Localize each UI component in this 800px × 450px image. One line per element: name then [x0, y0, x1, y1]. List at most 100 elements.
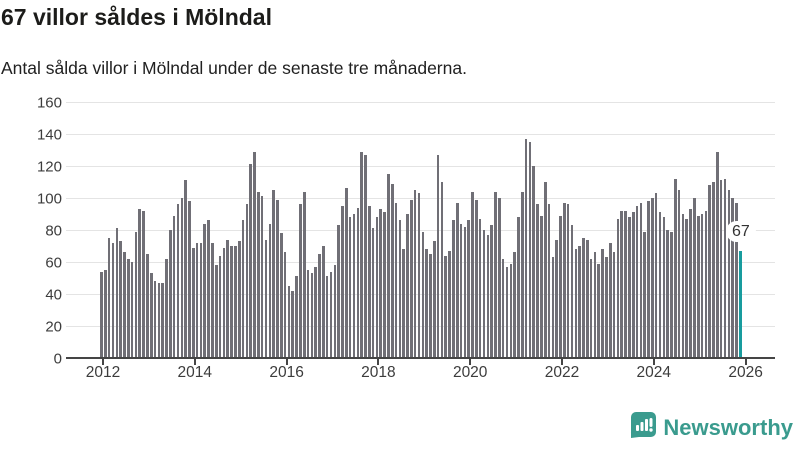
bar: [295, 276, 298, 358]
bar: [597, 263, 601, 358]
bar: [268, 223, 272, 358]
bar: [501, 258, 505, 358]
bar: [310, 273, 314, 358]
bar: [631, 212, 635, 358]
bar: [169, 230, 172, 358]
bar: [421, 231, 425, 358]
bar: [547, 204, 551, 358]
bar: [455, 202, 459, 358]
bar: [459, 223, 463, 358]
bar: [126, 258, 130, 358]
x-tick-label-2014: 2014: [177, 364, 213, 381]
bar: [589, 258, 593, 358]
bar: [279, 233, 283, 358]
bar: [383, 212, 386, 358]
bar: [436, 154, 440, 358]
bar: [115, 228, 119, 358]
bar: [325, 276, 329, 358]
bar: [735, 202, 738, 358]
bar: [685, 218, 689, 358]
bar: [299, 204, 302, 358]
bar: [195, 242, 199, 358]
bar: [211, 242, 214, 358]
x-tick: [193, 359, 196, 365]
bar: [345, 188, 348, 358]
bar: [283, 252, 287, 358]
chart-subtitle: Antal sålda villor i Mölndal under de se…: [1, 58, 467, 78]
bar: [620, 210, 624, 358]
bar: [494, 191, 497, 358]
y-tick-label: 80: [45, 222, 62, 239]
x-tick: [469, 359, 472, 365]
bar: [719, 180, 723, 358]
bar: [390, 183, 394, 358]
newsworthy-bubble-chart-icon: [629, 411, 657, 444]
bar: [647, 201, 650, 358]
bar: [532, 166, 536, 358]
bar: [257, 191, 260, 358]
bar: [176, 204, 180, 358]
bar: [245, 204, 249, 358]
bar: [582, 238, 585, 358]
bar: [555, 239, 558, 358]
bar: [689, 209, 692, 358]
x-tick: [561, 359, 563, 365]
bar: [517, 217, 520, 358]
bar: [540, 215, 543, 358]
bar: [651, 198, 654, 358]
highlighted-bar: [739, 250, 742, 358]
bar: [237, 241, 241, 358]
bar: [371, 228, 375, 358]
bar: [708, 185, 711, 358]
bar: [203, 223, 207, 358]
bar: [111, 242, 115, 358]
gridline-80: [66, 230, 775, 231]
y-tick-label: 20: [45, 318, 62, 335]
bar: [249, 164, 252, 358]
bar: [352, 214, 356, 358]
bar: [731, 198, 734, 358]
x-tick-label-2022: 2022: [544, 364, 580, 381]
bar: [123, 252, 126, 358]
bar: [134, 231, 138, 358]
bar: [677, 190, 681, 358]
bar: [486, 234, 490, 358]
bar: [417, 193, 421, 358]
bar: [379, 209, 383, 358]
bar: [230, 246, 233, 358]
bar: [696, 215, 700, 358]
bar: [475, 199, 478, 358]
gridline-40: [66, 294, 775, 295]
y-tick-label: 160: [36, 94, 62, 111]
bar: [700, 214, 704, 358]
bar: [543, 182, 547, 358]
bar: [639, 202, 643, 358]
bar: [693, 198, 696, 358]
x-tick: [285, 359, 288, 365]
bar: [287, 286, 291, 358]
bar: [107, 238, 111, 358]
gridline-160: [66, 102, 775, 103]
bar: [276, 199, 279, 358]
bar: [222, 247, 226, 358]
bar: [302, 191, 306, 358]
bar: [410, 199, 413, 358]
bar: [505, 266, 509, 358]
bar: [364, 154, 367, 358]
bar: [727, 190, 731, 358]
gridline-140: [66, 134, 775, 135]
bar: [716, 151, 719, 358]
bar: [341, 206, 344, 358]
bar: [471, 191, 474, 358]
bar: [578, 246, 581, 358]
y-tick-label: 140: [36, 126, 62, 143]
bar: [658, 212, 662, 358]
bar: [406, 214, 409, 358]
bar: [643, 231, 646, 358]
x-tick: [744, 359, 747, 365]
bar: [425, 249, 428, 358]
bar: [138, 209, 142, 358]
bar: [161, 282, 164, 358]
bar: [306, 270, 310, 358]
bar: [440, 182, 444, 358]
